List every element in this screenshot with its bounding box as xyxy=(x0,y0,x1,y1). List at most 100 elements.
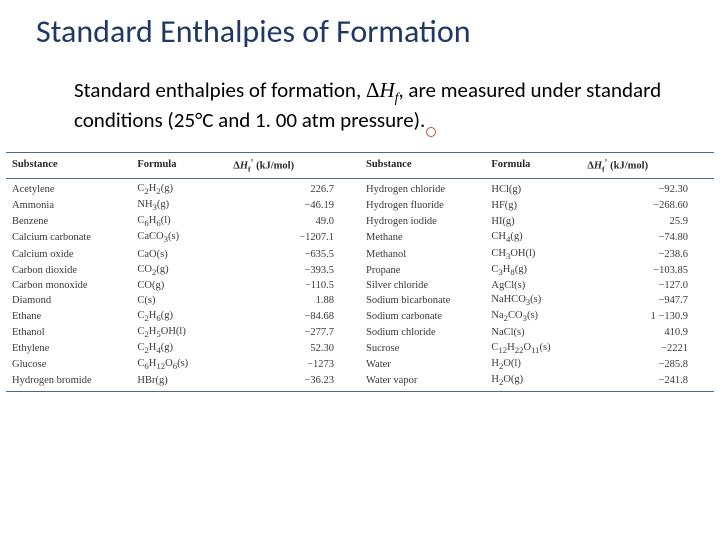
cell-value: −2221 xyxy=(581,340,714,356)
table-row: Carbon dioxideCO2(g)−393.5PropaneC3H8(g)… xyxy=(6,262,714,278)
body-prefix: Standard enthalpies of formation, xyxy=(74,77,366,103)
table-row: EthaneC2H6(g)−84.68Sodium carbonateNa2CO… xyxy=(6,308,714,324)
cell-formula: C2H5OH(l) xyxy=(131,324,227,340)
cell-substance: Water xyxy=(360,357,485,373)
cell-substance: Carbon monoxide xyxy=(6,278,131,292)
col-dhf-1: ΔHf° (kJ/mol) xyxy=(227,152,360,179)
cell-formula: HBr(g) xyxy=(131,373,227,392)
cell-formula: NaCl(s) xyxy=(485,324,581,340)
cell-substance: Ethylene xyxy=(6,340,131,356)
table-row: AcetyleneC2H2(g)226.7Hydrogen chlorideHC… xyxy=(6,179,714,198)
cell-substance: Ethane xyxy=(6,308,131,324)
cell-substance: Hydrogen fluoride xyxy=(360,198,485,214)
cell-substance: Methane xyxy=(360,230,485,246)
cell-substance: Sodium carbonate xyxy=(360,308,485,324)
slide: Standard Enthalpies of Formation Standar… xyxy=(0,0,720,392)
cell-substance: Diamond xyxy=(6,292,131,308)
cell-value: 25.9 xyxy=(581,214,714,230)
cell-formula: C2H4(g) xyxy=(131,340,227,356)
cell-substance: Hydrogen bromide xyxy=(6,373,131,392)
cell-formula: HCl(g) xyxy=(485,179,581,198)
cell-formula: AgCl(s) xyxy=(485,278,581,292)
table-header-row: Substance Formula ΔHf° (kJ/mol) Substanc… xyxy=(6,152,714,179)
col-substance-2: Substance xyxy=(360,152,485,179)
table-row: EthyleneC2H4(g)52.30SucroseC12H22O11(s)−… xyxy=(6,340,714,356)
cell-value: −84.68 xyxy=(227,308,360,324)
cell-substance: Acetylene xyxy=(6,179,131,198)
cell-value: −92.30 xyxy=(581,179,714,198)
cell-substance: Benzene xyxy=(6,214,131,230)
h-symbol: H xyxy=(379,78,394,102)
col-formula-2: Formula xyxy=(485,152,581,179)
cell-substance: Carbon dioxide xyxy=(6,262,131,278)
cell-value: −277.7 xyxy=(227,324,360,340)
cell-formula: NaHCO3(s) xyxy=(485,292,581,308)
cell-value: 1.88 xyxy=(227,292,360,308)
table-row: GlucoseC6H12O6(s)−1273WaterH2O(l)−285.8 xyxy=(6,357,714,373)
cell-substance: Methanol xyxy=(360,246,485,262)
cell-formula: C6H12O6(s) xyxy=(131,357,227,373)
cell-formula: NH3(g) xyxy=(131,198,227,214)
cell-formula: CO(g) xyxy=(131,278,227,292)
cell-value: −1207.1 xyxy=(227,230,360,246)
cell-formula: CaCO3(s) xyxy=(131,230,227,246)
annotation-circle-icon xyxy=(426,127,436,137)
cell-value: −74.80 xyxy=(581,230,714,246)
cell-substance: Sodium chloride xyxy=(360,324,485,340)
cell-substance: Calcium carbonate xyxy=(6,230,131,246)
cell-value: −46.19 xyxy=(227,198,360,214)
cell-formula: Na2CO3(s) xyxy=(485,308,581,324)
cell-formula: CaO(s) xyxy=(131,246,227,262)
cell-formula: C(s) xyxy=(131,292,227,308)
cell-substance: Sodium bicarbonate xyxy=(360,292,485,308)
cell-value: −127.0 xyxy=(581,278,714,292)
page-title: Standard Enthalpies of Formation xyxy=(0,12,720,65)
cell-value: −36.23 xyxy=(227,373,360,392)
table-row: Calcium oxideCaO(s)−635.5MethanolCH3OH(l… xyxy=(6,246,714,262)
cell-formula: CH3OH(l) xyxy=(485,246,581,262)
cell-value: −285.8 xyxy=(581,357,714,373)
cell-value: −268.60 xyxy=(581,198,714,214)
cell-value: −635.5 xyxy=(227,246,360,262)
cell-formula: C2H2(g) xyxy=(131,179,227,198)
cell-value: −1273 xyxy=(227,357,360,373)
cell-substance: Water vapor xyxy=(360,373,485,392)
cell-value: −241.8 xyxy=(581,373,714,392)
cell-value: −110.5 xyxy=(227,278,360,292)
cell-value: 226.7 xyxy=(227,179,360,198)
cell-substance: Sucrose xyxy=(360,340,485,356)
col-substance-1: Substance xyxy=(6,152,131,179)
cell-value: 1 −130.9 xyxy=(581,308,714,324)
cell-value: 52.30 xyxy=(227,340,360,356)
cell-formula: C3H8(g) xyxy=(485,262,581,278)
cell-value: −947.7 xyxy=(581,292,714,308)
body-paragraph: Standard enthalpies of formation, ΔHf, a… xyxy=(0,65,720,152)
cell-formula: H2O(g) xyxy=(485,373,581,392)
cell-substance: Hydrogen chloride xyxy=(360,179,485,198)
table-row: Hydrogen bromideHBr(g)−36.23Water vaporH… xyxy=(6,373,714,392)
delta-symbol: Δ xyxy=(366,78,380,102)
cell-formula: H2O(l) xyxy=(485,357,581,373)
table-body: AcetyleneC2H2(g)226.7Hydrogen chlorideHC… xyxy=(6,179,714,392)
cell-formula: HI(g) xyxy=(485,214,581,230)
table-row: AmmoniaNH3(g)−46.19Hydrogen fluorideHF(g… xyxy=(6,198,714,214)
table-row: EthanolC2H5OH(l)−277.7Sodium chlorideNaC… xyxy=(6,324,714,340)
cell-substance: Ammonia xyxy=(6,198,131,214)
cell-value: 410.9 xyxy=(581,324,714,340)
cell-substance: Calcium oxide xyxy=(6,246,131,262)
enthalpy-table: Substance Formula ΔHf° (kJ/mol) Substanc… xyxy=(6,152,714,393)
enthalpy-table-wrap: Substance Formula ΔHf° (kJ/mol) Substanc… xyxy=(0,152,720,393)
cell-formula: CH4(g) xyxy=(485,230,581,246)
cell-substance: Propane xyxy=(360,262,485,278)
cell-formula: CO2(g) xyxy=(131,262,227,278)
table-row: Carbon monoxideCO(g)−110.5Silver chlorid… xyxy=(6,278,714,292)
cell-substance: Hydrogen iodide xyxy=(360,214,485,230)
cell-formula: HF(g) xyxy=(485,198,581,214)
col-formula-1: Formula xyxy=(131,152,227,179)
cell-substance: Glucose xyxy=(6,357,131,373)
cell-value: −393.5 xyxy=(227,262,360,278)
cell-substance: Silver chloride xyxy=(360,278,485,292)
cell-formula: C6H6(l) xyxy=(131,214,227,230)
cell-formula: C2H6(g) xyxy=(131,308,227,324)
table-row: BenzeneC6H6(l)49.0Hydrogen iodideHI(g)25… xyxy=(6,214,714,230)
